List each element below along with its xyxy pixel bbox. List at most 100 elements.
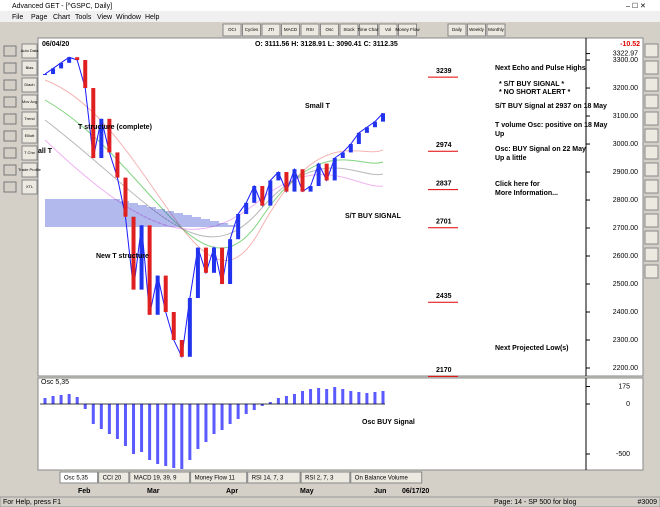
right-tool[interactable]	[644, 77, 659, 92]
commentary: Osc: BUY Signal on 22 May Up a little	[495, 146, 586, 162]
toolbar-button[interactable]	[447, 23, 467, 37]
menu-item[interactable]: View	[97, 14, 113, 21]
osc-bar	[341, 389, 345, 404]
y-tick-label: 2800.00	[613, 197, 638, 204]
toolbar-button[interactable]	[300, 23, 320, 37]
side-tool-label: Bias	[26, 65, 34, 70]
right-tool[interactable]	[644, 162, 659, 177]
toolbar-button[interactable]	[222, 23, 242, 37]
tool-icon[interactable]	[3, 62, 17, 74]
x-label: Mar	[147, 488, 160, 495]
tool-icon[interactable]	[3, 96, 17, 108]
annotation: S/T BUY SIGNAL	[345, 213, 402, 220]
window-controls[interactable]: – ☐ ✕	[626, 2, 646, 10]
right-tool[interactable]	[644, 60, 659, 75]
menu-item[interactable]: Tools	[75, 14, 92, 21]
right-tool[interactable]	[644, 264, 659, 279]
side-tool-label: Mov Avg	[22, 99, 37, 104]
right-tool[interactable]	[644, 145, 659, 160]
tool-icon[interactable]	[3, 45, 17, 57]
right-tool[interactable]	[644, 43, 659, 58]
toolbar-button[interactable]	[242, 23, 261, 37]
toolbar-label: OCI	[228, 27, 236, 32]
side-tool[interactable]	[21, 43, 38, 59]
tool-icon[interactable]	[3, 113, 17, 125]
tab-label[interactable]: Money Flow 11	[195, 476, 236, 482]
tool-icon[interactable]	[3, 181, 17, 193]
tool-icon[interactable]	[3, 147, 17, 159]
side-tool[interactable]	[21, 77, 38, 93]
menu-item[interactable]: Help	[145, 14, 160, 21]
osc-bar	[212, 404, 216, 434]
right-tool[interactable]	[644, 128, 659, 143]
commentary[interactable]: Click here for More Information...	[495, 181, 558, 197]
tab-label[interactable]: MACD 19, 39, 9	[134, 476, 177, 482]
tab[interactable]	[300, 471, 351, 484]
side-tool[interactable]	[21, 94, 38, 110]
toolbar-button[interactable]	[339, 23, 359, 37]
menu-item[interactable]: Chart	[53, 14, 70, 21]
tool-icon[interactable]	[3, 79, 17, 91]
toolbar-label: Time Chart	[357, 27, 380, 32]
y-tick-label: -500	[616, 451, 630, 458]
tab[interactable]	[190, 471, 248, 484]
osc-bar	[156, 404, 160, 464]
right-tool[interactable]	[644, 179, 659, 194]
osc-bar	[236, 404, 240, 419]
osc-panel	[37, 377, 644, 471]
toolbar-button[interactable]	[486, 23, 506, 37]
right-tool[interactable]	[644, 230, 659, 245]
toolbar-button[interactable]	[281, 23, 300, 37]
toolbar-button[interactable]	[378, 23, 398, 37]
candle	[83, 60, 88, 89]
candle	[99, 118, 104, 159]
side-tool[interactable]	[21, 179, 38, 195]
tab-label[interactable]: Osc 5,35	[64, 476, 89, 482]
side-tool-label: Trade Profile	[18, 167, 42, 172]
candle	[228, 239, 233, 285]
tab-label[interactable]: RSI 14, 7, 3	[252, 476, 284, 482]
candle	[292, 169, 297, 192]
toolbar-button[interactable]	[261, 23, 281, 37]
right-tool[interactable]	[644, 213, 659, 228]
menu-item[interactable]: Window	[116, 14, 142, 21]
right-tool[interactable]	[644, 247, 659, 262]
tab[interactable]	[129, 471, 191, 484]
side-tool[interactable]	[21, 128, 38, 144]
tab[interactable]	[98, 471, 130, 484]
indicator-line	[44, 139, 384, 230]
side-tool[interactable]	[21, 111, 38, 127]
osc-bar	[107, 404, 111, 434]
right-tool[interactable]	[644, 111, 659, 126]
side-tool[interactable]	[21, 162, 38, 178]
level-label: 3239	[436, 68, 452, 75]
toolbar-button[interactable]	[398, 23, 417, 37]
menu-item[interactable]: Page	[31, 14, 47, 21]
candle	[308, 186, 313, 192]
menu-item[interactable]: File	[12, 14, 23, 21]
candle	[260, 186, 265, 206]
tab[interactable]	[350, 471, 423, 484]
side-tool[interactable]	[21, 145, 38, 161]
price-panel	[37, 37, 644, 377]
side-tool[interactable]	[21, 60, 38, 76]
toolbar-button[interactable]	[359, 23, 378, 37]
osc-bar	[148, 404, 152, 460]
tool-icon[interactable]	[3, 130, 17, 142]
toolbar-label: Vol	[385, 27, 391, 32]
tab[interactable]	[59, 471, 99, 484]
toolbar-button[interactable]	[467, 23, 486, 37]
tab-label[interactable]: CCI 20	[103, 476, 122, 482]
right-tool[interactable]	[644, 94, 659, 109]
toolbar-button[interactable]	[320, 23, 339, 37]
tab-label[interactable]: RSI 2, 7, 3	[305, 476, 334, 482]
candle	[131, 216, 136, 290]
y-tick-label: 2200.00	[613, 365, 638, 372]
candle	[67, 57, 72, 63]
y-tick-label: 3100.00	[613, 113, 638, 120]
candle	[59, 62, 64, 69]
right-tool[interactable]	[644, 196, 659, 211]
tool-icon[interactable]	[3, 164, 17, 176]
tab-label[interactable]: On Balance Volume	[355, 476, 409, 482]
tab[interactable]	[247, 471, 301, 484]
